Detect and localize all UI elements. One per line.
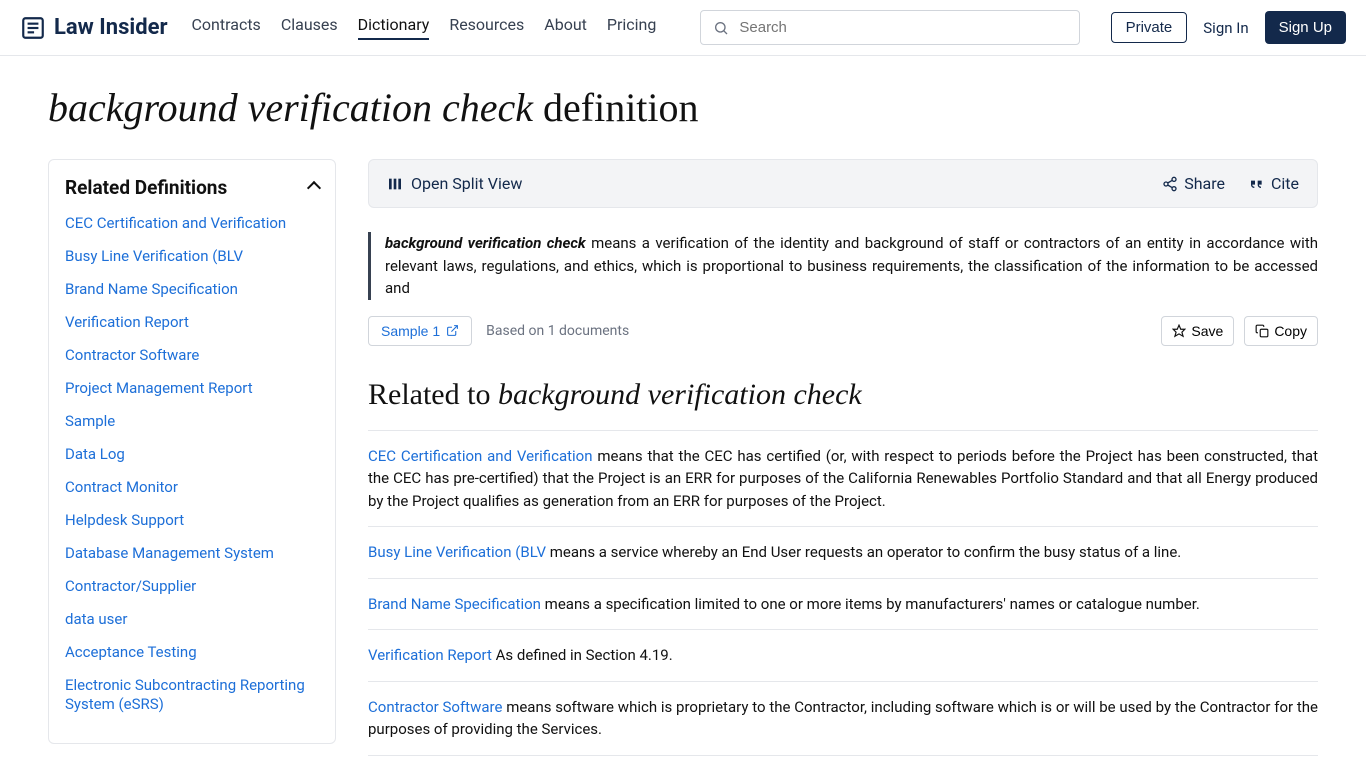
toolbar: Open Split View Share Cite [368,159,1318,208]
related-item: CEC Certification and Verification means… [368,430,1318,528]
signup-button[interactable]: Sign Up [1265,11,1346,44]
open-split-label: Open Split View [411,174,522,193]
sidebar-link[interactable]: Database Management System [65,544,274,562]
copy-icon [1255,324,1269,338]
related-item-text: means a service whereby an End User requ… [546,543,1181,561]
page-title: background verification check definition [48,84,1318,131]
private-button[interactable]: Private [1111,12,1188,43]
nav-contracts[interactable]: Contracts [192,15,261,40]
sidebar-link[interactable]: Verification Report [65,313,189,331]
sidebar-link[interactable]: Contract Monitor [65,478,178,496]
open-split-view-button[interactable]: Open Split View [387,174,522,193]
related-item: Contractor Software means software which… [368,682,1318,756]
based-on-text: Based on 1 documents [486,323,629,339]
logo-icon [20,15,46,41]
definition-box: background verification check means a ve… [368,232,1318,300]
save-button[interactable]: Save [1161,316,1234,346]
definition-term: background verification check [385,234,586,252]
related-item-link[interactable]: Verification Report [368,646,492,664]
sidebar-link[interactable]: Electronic Subcontracting Reporting Syst… [65,676,305,713]
sample-button[interactable]: Sample 1 [368,316,472,346]
related-title: Related to background verification check [368,378,1318,412]
nav-dictionary[interactable]: Dictionary [358,15,430,40]
copy-button[interactable]: Copy [1244,316,1318,346]
related-item-text: means software which is proprietary to t… [368,698,1318,739]
sidebar-link[interactable]: Contractor Software [65,346,199,364]
page-title-term: background verification check [48,85,533,130]
columns-icon [387,176,403,192]
share-label: Share [1184,174,1225,193]
sidebar-link[interactable]: Helpdesk Support [65,511,184,529]
search-box[interactable] [700,10,1080,45]
sidebar-link[interactable]: Project Management Report [65,379,253,397]
related-item: Brand Name Specification means a specifi… [368,579,1318,631]
cite-label: Cite [1271,174,1299,193]
sidebar: Related Definitions CEC Certification an… [48,159,336,744]
related-item-text: As defined in Section 4.19. [492,646,673,664]
sidebar-list: CEC Certification and Verification Busy L… [65,213,319,713]
nav-about[interactable]: About [544,15,587,40]
sidebar-header[interactable]: Related Definitions [65,176,319,199]
sidebar-item: Electronic Subcontracting Reporting Syst… [65,675,319,713]
logo[interactable]: Law Insider [20,15,168,41]
header-right: Private Sign In Sign Up [1111,11,1346,44]
main-nav: Contracts Clauses Dictionary Resources About… [192,15,657,40]
sample-label: Sample 1 [381,323,440,339]
sidebar-item: Data Log [65,444,319,463]
share-icon [1162,176,1178,192]
header: Law Insider Contracts Clauses Dictionary Re… [0,0,1366,56]
sidebar-link[interactable]: Contractor/Supplier [65,577,196,595]
related-item-link[interactable]: Contractor Software [368,698,502,716]
sidebar-item: Busy Line Verification (BLV [65,246,319,265]
main-content: Open Split View Share Cite background ve… [368,159,1318,756]
sidebar-item: Contract Monitor [65,477,319,496]
sidebar-link[interactable]: data user [65,610,127,628]
copy-label: Copy [1274,323,1307,339]
nav-pricing[interactable]: Pricing [607,15,657,40]
sidebar-item: Brand Name Specification [65,279,319,298]
related-term: background verification check [498,378,862,411]
nav-clauses[interactable]: Clauses [281,15,338,40]
sidebar-item: Project Management Report [65,378,319,397]
sidebar-item: Verification Report [65,312,319,331]
sidebar-link[interactable]: Sample [65,412,115,430]
sidebar-item: Contractor Software [65,345,319,364]
sidebar-link[interactable]: Data Log [65,445,125,463]
sidebar-item: Contractor/Supplier [65,576,319,595]
sidebar-link[interactable]: Brand Name Specification [65,280,238,298]
related-item-link[interactable]: Busy Line Verification (BLV [368,543,546,561]
logo-text: Law Insider [54,15,168,40]
save-label: Save [1191,323,1223,339]
sidebar-link[interactable]: Acceptance Testing [65,643,197,661]
sidebar-item: Sample [65,411,319,430]
related-prefix: Related to [368,378,498,411]
external-link-icon [446,324,459,337]
signin-link[interactable]: Sign In [1203,19,1248,37]
search-input[interactable] [739,19,1067,36]
search-icon [713,20,729,36]
page-title-suffix: definition [533,85,699,130]
quote-icon [1249,176,1265,192]
sidebar-item: data user [65,609,319,628]
sidebar-item: Acceptance Testing [65,642,319,661]
star-icon [1172,324,1186,338]
related-item-text: means a specification limited to one or … [541,595,1200,613]
related-list: CEC Certification and Verification means… [368,430,1318,756]
related-item: Verification Report As defined in Sectio… [368,630,1318,682]
related-item: Busy Line Verification (BLV means a serv… [368,527,1318,579]
related-item-link[interactable]: CEC Certification and Verification [368,447,593,465]
share-button[interactable]: Share [1162,174,1225,193]
sidebar-item: CEC Certification and Verification [65,213,319,232]
chevron-up-icon [307,180,321,194]
cite-button[interactable]: Cite [1249,174,1299,193]
nav-resources[interactable]: Resources [449,15,524,40]
sidebar-title: Related Definitions [65,176,227,199]
definition-actions: Sample 1 Based on 1 documents Save Copy [368,316,1318,346]
sidebar-link[interactable]: Busy Line Verification (BLV [65,247,243,265]
sidebar-item: Helpdesk Support [65,510,319,529]
related-item-link[interactable]: Brand Name Specification [368,595,541,613]
sidebar-link[interactable]: CEC Certification and Verification [65,214,286,232]
sidebar-item: Database Management System [65,543,319,562]
